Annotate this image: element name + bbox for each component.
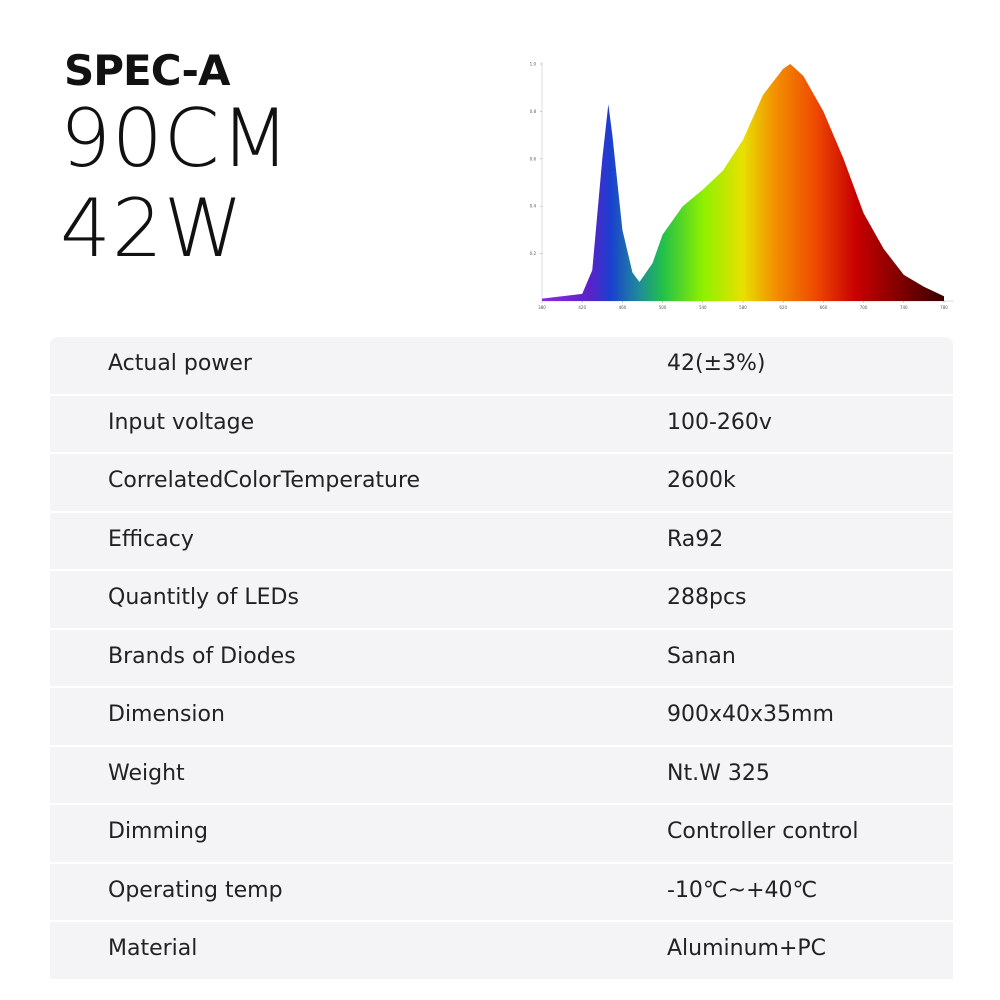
- y-tick-label: 0.8: [530, 109, 537, 114]
- y-tick-label: 1.0: [530, 62, 537, 67]
- spec-label: Operating temp: [108, 877, 283, 903]
- x-tick-label: 740: [900, 305, 908, 310]
- spec-row: Brands of Diodes Sanan: [50, 629, 953, 686]
- spec-label: Dimension: [108, 702, 225, 727]
- spec-value: 900x40x35mm: [667, 702, 834, 727]
- length: 90CM: [60, 92, 291, 185]
- spec-value: 100-260v: [667, 409, 772, 435]
- spec-value: Nt.W 325: [667, 760, 770, 786]
- spec-value: Aluminum+PC: [667, 936, 827, 961]
- spec-label: Actual power: [108, 351, 252, 376]
- spec-value: 42(±3%): [667, 351, 766, 376]
- spec-row: Operating temp -10℃~+40℃: [50, 863, 953, 920]
- spec-value: Sanan: [667, 643, 736, 669]
- x-tick-label: 540: [699, 305, 707, 310]
- x-tick-label: 460: [619, 305, 627, 310]
- spec-value: Ra92: [667, 526, 724, 552]
- x-tick-label: 500: [659, 305, 667, 310]
- spec-row: Dimming Controller control: [50, 805, 953, 862]
- y-tick-label: 0.2: [530, 251, 537, 256]
- spec-label: Input voltage: [108, 409, 255, 435]
- spec-row: Input voltage 100-260v: [50, 395, 953, 452]
- x-tick-label: 660: [820, 305, 828, 310]
- spec-label: Quantitly of LEDs: [108, 585, 299, 610]
- model-name: SPEC-A: [64, 46, 230, 95]
- spec-value: 288pcs: [667, 585, 747, 610]
- spec-row: Efficacy Ra92: [50, 512, 953, 569]
- spec-value: 2600k: [667, 468, 736, 493]
- spec-label: Weight: [108, 760, 185, 786]
- spec-label: CorrelatedColorTemperature: [108, 468, 421, 493]
- spec-row: Material Aluminum+PC: [50, 922, 953, 979]
- spectrum-area: [542, 64, 944, 301]
- spec-row: Actual power 42(±3%): [50, 337, 953, 394]
- spec-row: CorrelatedColorTemperature 2600k: [50, 454, 953, 511]
- spec-row: Quantitly of LEDs 288pcs: [50, 571, 953, 628]
- spectrum-chart: 0.2 0.4 0.6 0.8 1.0 380 420 460 500 540 580 620 660 7…: [530, 62, 954, 310]
- spec-label: Efficacy: [108, 526, 194, 552]
- y-tick-label: 0.6: [530, 156, 537, 161]
- x-tick-label: 700: [860, 305, 868, 310]
- spec-label: Material: [108, 936, 198, 961]
- y-tick-label: 0.4: [530, 204, 537, 209]
- spec-row: Weight Nt.W 325: [50, 746, 953, 803]
- spec-label: Brands of Diodes: [108, 643, 296, 669]
- spec-label: Dimming: [108, 819, 208, 844]
- x-tick-label: 780: [940, 305, 948, 310]
- x-tick-label: 380: [538, 305, 546, 310]
- power: 42W: [60, 182, 244, 275]
- spec-table: Actual power 42(±3%) Input voltage 100-260v…: [50, 337, 953, 981]
- x-tick-label: 420: [578, 305, 586, 310]
- x-tick-label: 620: [779, 305, 787, 310]
- spec-value: Controller control: [667, 819, 859, 844]
- spec-row: Dimension 900x40x35mm: [50, 688, 953, 745]
- x-tick-label: 580: [739, 305, 747, 310]
- spec-value: -10℃~+40℃: [667, 877, 818, 903]
